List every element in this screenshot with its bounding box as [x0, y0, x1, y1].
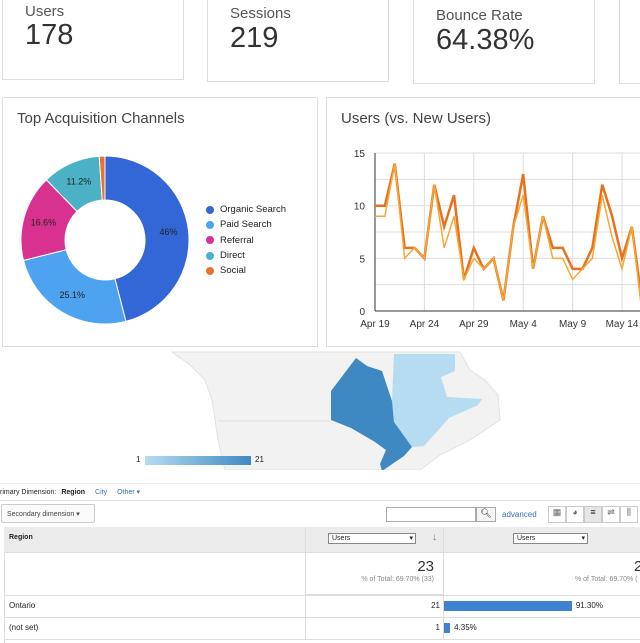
- metric1-select[interactable]: Users ▾: [328, 533, 416, 544]
- y-tick-label: 10: [354, 202, 366, 213]
- map-legend-min: 1: [136, 455, 141, 464]
- dropdown-icon: ▾: [76, 511, 80, 518]
- row-region[interactable]: Ontario: [9, 601, 36, 610]
- secondary-dimension-button[interactable]: Secondary dimension ▾: [1, 504, 95, 523]
- row-pct: 91.30%: [575, 601, 603, 610]
- legend-dot-icon: [206, 236, 214, 245]
- view-toggle-group: ▦ ◕ ≡ ⇌ ⫼: [548, 506, 638, 523]
- x-tick-label: Apr 24: [410, 319, 440, 330]
- dimension-label: rimary Dimension:: [0, 489, 57, 496]
- donut-chart: 46% 25.1% 16.6% 11.2%: [20, 155, 190, 325]
- kpi-label: Users: [25, 3, 65, 20]
- map-legend-bar: [145, 456, 251, 465]
- line-chart: Apr 19 Apr 24 Apr 29 May 4 May 9 May 14 0 5 10 15: [354, 149, 640, 330]
- slice-label: 11.2%: [66, 177, 91, 187]
- total1-value: 23: [417, 558, 434, 575]
- comparison-view-icon[interactable]: ⇌: [602, 506, 620, 523]
- column-region[interactable]: Region: [9, 534, 33, 541]
- kpi-card-bounce-rate: Bounce Rate 64.38%: [413, 0, 595, 84]
- row-pct: 4.35%: [454, 623, 477, 632]
- legend-label: Organic Search: [220, 204, 287, 216]
- search-button[interactable]: 🔍︎: [476, 507, 496, 522]
- dimension-city-link[interactable]: City: [95, 489, 108, 496]
- geo-map: [170, 351, 501, 470]
- legend-item[interactable]: Social: [206, 263, 286, 278]
- legend-dot-icon: [206, 205, 214, 214]
- row-bar: [444, 601, 572, 611]
- kpi-card-partial: [619, 0, 640, 84]
- y-tick-label: 5: [359, 254, 365, 265]
- total2-value: 2: [634, 558, 640, 575]
- donut-slice-paid-search[interactable]: [22, 249, 127, 325]
- legend-label: Direct: [220, 250, 245, 262]
- legend-item[interactable]: Direct: [206, 248, 286, 263]
- legend-item[interactable]: Paid Search: [206, 217, 286, 232]
- x-tick-label: May 4: [510, 319, 538, 330]
- table-row[interactable]: (not set) 1 4.35%: [4, 618, 640, 640]
- map-region-quebec: [392, 354, 482, 447]
- map-region-ontario: [331, 358, 412, 470]
- donut-slice-social[interactable]: [98, 155, 106, 201]
- series-line-1: [375, 163, 640, 303]
- kpi-card-sessions: Sessions 219: [207, 0, 389, 82]
- legend-label: Social: [220, 265, 246, 277]
- legend-label: Referral: [220, 234, 254, 246]
- secondary-label: Secondary dimension: [7, 511, 75, 518]
- totals-divider: [4, 595, 640, 596]
- kpi-label: Sessions: [230, 5, 291, 22]
- metric1-label: Users: [332, 535, 351, 542]
- donut-slice-organic-search[interactable]: [104, 155, 190, 322]
- acquisition-panel: Top Acquisition Channels 46% 25.1% 16.6% 11…: [2, 97, 318, 347]
- legend-item[interactable]: Organic Search: [206, 202, 286, 217]
- dimension-region[interactable]: Region: [61, 489, 86, 496]
- table-search-input[interactable]: [386, 507, 476, 522]
- x-tick-label: May 9: [559, 319, 587, 330]
- dimension-other-link[interactable]: Other ▾: [117, 489, 141, 496]
- chart-legend: Organic Search Paid Search Referral Direct S…: [206, 202, 286, 278]
- panel-title: Users (vs. New Users): [341, 110, 492, 127]
- advanced-link[interactable]: advanced: [502, 510, 537, 519]
- pivot-view-icon[interactable]: ⫼: [620, 506, 638, 523]
- y-tick-label: 15: [354, 149, 366, 160]
- col-divider: [305, 527, 306, 640]
- pie-view-icon[interactable]: ◕: [566, 506, 584, 523]
- panel-title: Top Acquisition Channels: [17, 110, 185, 127]
- legend-label: Paid Search: [220, 219, 272, 231]
- metric2-select[interactable]: Users ▾: [513, 533, 588, 544]
- table-row[interactable]: Ontario 21 91.30%: [4, 596, 640, 618]
- x-tick-label: Apr 19: [360, 319, 390, 330]
- col-divider: [443, 527, 444, 640]
- legend-dot-icon: [206, 251, 214, 260]
- x-tick-label: Apr 29: [459, 319, 489, 330]
- kpi-value: 178: [25, 19, 74, 51]
- slice-label: 46%: [159, 227, 177, 237]
- kpi-value: 64.38%: [436, 24, 535, 56]
- performance-view-icon[interactable]: ≡: [584, 506, 602, 523]
- kpi-card-users: Users 178: [2, 0, 184, 80]
- total1-sub: % of Total: 69.70% (33): [361, 576, 434, 583]
- metric2-label: Users: [517, 535, 536, 542]
- map-legend-max: 21: [255, 455, 264, 464]
- legend-item[interactable]: Referral: [206, 233, 286, 248]
- legend-dot-icon: [206, 220, 214, 229]
- row-region[interactable]: (not set): [9, 623, 39, 632]
- other-label: Other: [117, 489, 135, 496]
- row-users: 1: [435, 623, 440, 632]
- legend-dot-icon: [206, 266, 214, 275]
- x-tick-label: May 14: [606, 319, 639, 330]
- kpi-label: Bounce Rate: [436, 7, 523, 24]
- totals-row: [306, 553, 443, 595]
- y-tick-label: 0: [359, 307, 365, 318]
- kpi-value: 219: [230, 22, 279, 54]
- total2-sub: % of Total: 69.70% (: [575, 576, 638, 583]
- users-chart-panel: Users (vs. New Users): [326, 97, 640, 347]
- col-divider: [4, 553, 5, 643]
- slice-label: 16.6%: [31, 218, 57, 228]
- row-users: 21: [431, 601, 440, 610]
- row-bar: [444, 623, 451, 633]
- dimension-bar: rimary Dimension: Region City Other ▾: [0, 483, 640, 501]
- sort-desc-icon[interactable]: ↓: [432, 532, 437, 543]
- table-view-icon[interactable]: ▦: [548, 506, 566, 523]
- slice-label: 25.1%: [59, 290, 85, 300]
